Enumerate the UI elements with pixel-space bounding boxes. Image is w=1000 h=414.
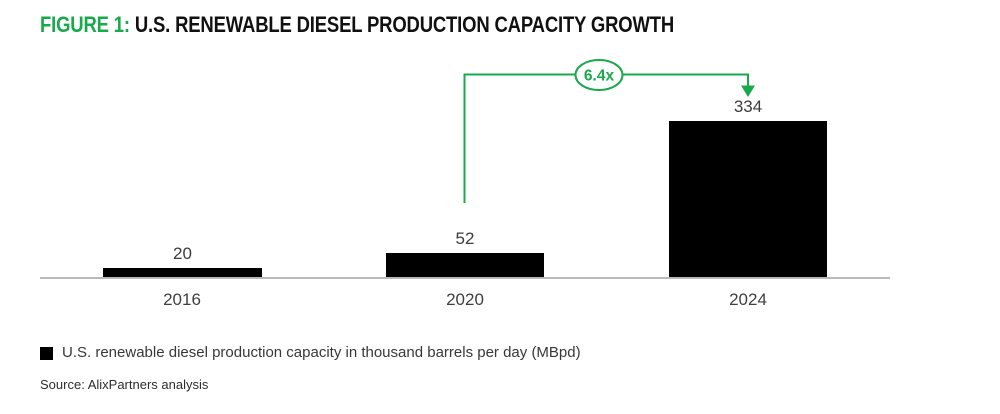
arrow-down-icon <box>741 85 755 97</box>
bar-group-2020: 52 <box>386 230 544 277</box>
legend-swatch <box>40 346 53 360</box>
bar-2016 <box>103 268 262 277</box>
x-tick-2024: 2024 <box>729 290 767 309</box>
figure-title: FIGURE 1: U.S. RENEWABLE DIESEL PRODUCTI… <box>40 13 674 37</box>
bar-2024 <box>669 121 827 277</box>
bar-value-label-2016: 20 <box>173 244 192 263</box>
source-note: Source: AlixPartners analysis <box>40 377 209 392</box>
x-tick-2016: 2016 <box>163 290 201 309</box>
bar-value-label-2020: 52 <box>455 229 475 248</box>
legend: U.S. renewable diesel production capacit… <box>40 345 581 361</box>
multiplier-badge-label: 6.4x <box>584 68 615 85</box>
legend-label: U.S. renewable diesel production capacit… <box>62 344 581 361</box>
bar-value-label-2024: 334 <box>733 97 763 116</box>
bar-group-2024: 334 <box>669 98 827 277</box>
x-axis-line <box>40 277 890 279</box>
bar-2020 <box>386 253 544 277</box>
figure-title-text: U.S. RENEWABLE DIESEL PRODUCTION CAPACIT… <box>134 12 675 37</box>
bar-group-2016: 20 <box>103 245 262 277</box>
x-tick-2020: 2020 <box>446 290 484 309</box>
multiplier-badge-ellipse <box>574 59 624 91</box>
figure-label: FIGURE 1: <box>40 12 130 37</box>
